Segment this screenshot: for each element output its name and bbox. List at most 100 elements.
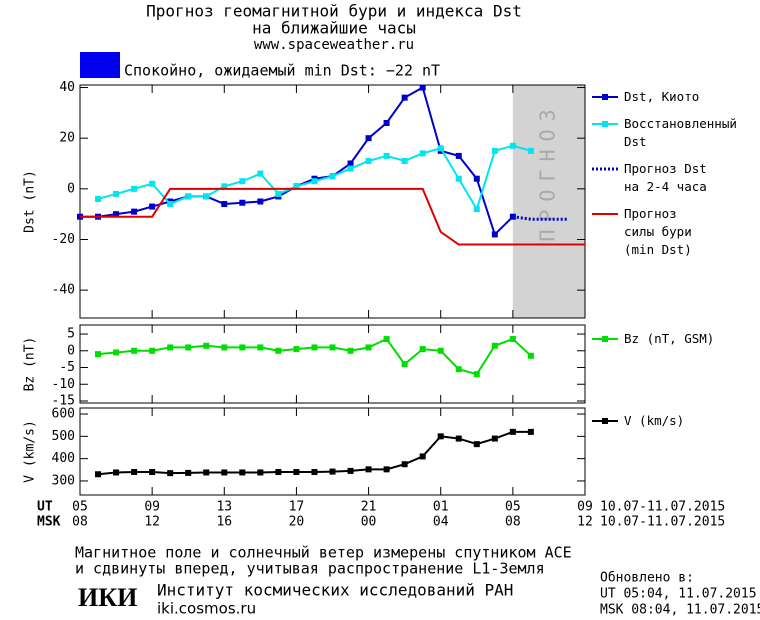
data-point	[347, 160, 354, 167]
forecast-label: ПРОГНОЗ	[535, 101, 559, 241]
y-tick-label: 300	[52, 473, 75, 488]
data-point	[275, 347, 282, 354]
legend-marker	[602, 336, 608, 342]
data-point	[311, 344, 318, 351]
data-point	[509, 428, 516, 435]
data-point	[473, 206, 480, 213]
data-point	[95, 471, 102, 478]
y-tick-label: 0	[67, 181, 75, 196]
data-point	[491, 435, 498, 442]
data-point	[329, 468, 336, 475]
data-point	[275, 190, 282, 197]
updated-title: Обновлено в:	[600, 571, 694, 586]
data-point	[311, 178, 318, 185]
data-point	[473, 371, 480, 378]
data-point	[401, 94, 408, 101]
data-point	[203, 342, 210, 349]
data-point	[167, 470, 174, 477]
legend-entry: Bz (nT, GSM)	[624, 331, 715, 346]
data-point	[221, 469, 228, 476]
data-point	[149, 469, 156, 476]
y-tick-label: 40	[59, 80, 75, 95]
data-point	[113, 190, 120, 197]
plot-frame	[79, 324, 586, 404]
x-row-label: MSK	[37, 515, 61, 530]
data-point	[527, 352, 534, 359]
x-tick-label: 13	[216, 500, 232, 515]
data-point	[113, 469, 120, 476]
data-point	[113, 211, 120, 218]
data-point	[437, 347, 444, 354]
data-point	[113, 349, 120, 356]
data-point	[383, 336, 390, 343]
updated-msk: MSK 08:04, 11.07.2015	[600, 603, 760, 618]
data-point	[329, 173, 336, 180]
note: и сдвинуты вперед, учитывая распростране…	[75, 560, 545, 578]
x-tick-label: 09	[577, 500, 593, 515]
data-point	[347, 165, 354, 172]
forecast-region	[512, 85, 585, 318]
series-line	[512, 215, 567, 221]
data-point	[383, 466, 390, 473]
plot-frame	[79, 84, 586, 319]
data-point	[221, 344, 228, 351]
data-point	[293, 346, 300, 353]
legend-marker	[602, 121, 608, 127]
data-point	[419, 453, 426, 460]
data-point	[401, 361, 408, 368]
data-point	[491, 342, 498, 349]
data-point	[419, 150, 426, 157]
logo: ИКИ	[78, 583, 137, 612]
x-tick-label: 17	[289, 500, 305, 515]
y-axis-title: Bz (nT)	[23, 337, 38, 392]
note: Магнитное поле и солнечный ветер измерен…	[75, 544, 572, 562]
x-tick-label: 01	[433, 500, 449, 515]
data-point	[185, 469, 192, 476]
url: www.spaceweather.ru	[254, 37, 414, 53]
data-point	[401, 461, 408, 468]
data-point	[257, 469, 264, 476]
x-tick-label: 12	[577, 515, 593, 530]
data-point	[473, 441, 480, 448]
legend-entry: V (km/s)	[624, 413, 685, 428]
data-point	[257, 170, 264, 177]
x-tick-label: 00	[361, 515, 377, 530]
y-tick-label: 400	[52, 451, 75, 466]
data-point	[239, 199, 246, 206]
data-point	[437, 145, 444, 152]
data-point	[437, 433, 444, 440]
data-point	[509, 142, 516, 149]
data-point	[131, 208, 138, 215]
data-point	[95, 195, 102, 202]
data-point	[293, 469, 300, 476]
data-point	[347, 347, 354, 354]
x-tick-label: 05	[72, 500, 88, 515]
data-point	[473, 175, 480, 182]
data-point	[527, 147, 534, 154]
legend-entry: Прогноз силы бури (min Dst)	[624, 206, 692, 257]
data-point	[203, 469, 210, 476]
data-point	[131, 469, 138, 476]
y-tick-label: -15	[52, 393, 75, 408]
y-tick-label: -20	[52, 232, 75, 247]
y-tick-label: 5	[67, 327, 75, 342]
y-tick-label: -40	[52, 283, 75, 298]
data-point	[329, 344, 336, 351]
y-axis-title: Dst (nT)	[23, 170, 38, 233]
data-point	[491, 231, 498, 238]
data-point	[383, 119, 390, 126]
data-point	[509, 336, 516, 343]
data-point	[419, 346, 426, 353]
date-range: 10.07-11.07.2015	[600, 500, 725, 515]
data-point	[257, 198, 264, 205]
data-point	[185, 344, 192, 351]
updated-ut: UT 05:04, 11.07.2015	[600, 587, 757, 602]
y-tick-label: 600	[52, 407, 75, 422]
date-range: 10.07-11.07.2015	[600, 515, 725, 530]
data-point	[185, 193, 192, 200]
legend-entry: Dst, Киото	[624, 89, 700, 104]
data-point	[95, 351, 102, 358]
data-point	[383, 152, 390, 159]
